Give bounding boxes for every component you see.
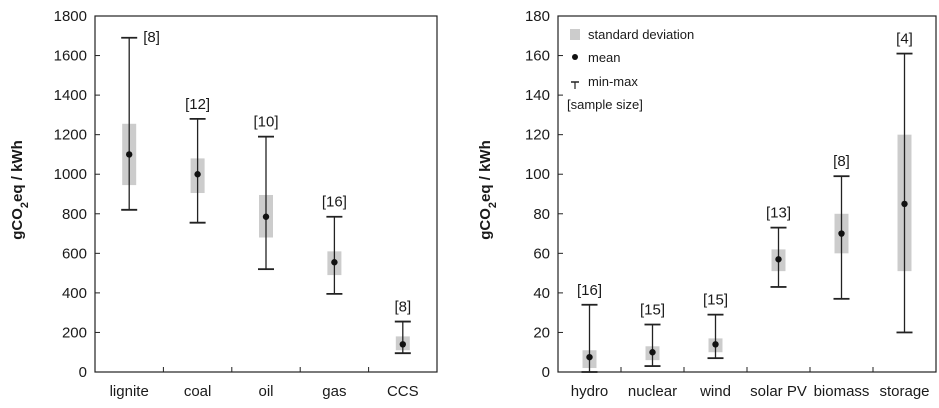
sample-size-label-coal: [12]: [185, 96, 210, 113]
right-y-tick-label: 60: [533, 245, 550, 262]
right-plot-frame: [557, 15, 937, 373]
mean-point-coal: [194, 171, 201, 178]
left-y-tick-label: 800: [62, 206, 87, 223]
mean-point-lignite: [126, 151, 133, 158]
category-label-gas: gas: [322, 383, 346, 400]
right-y-tick-label: 120: [525, 127, 550, 144]
sample-size-label-gas: [16]: [322, 194, 347, 211]
sample-size-label-ccs: [8]: [394, 299, 411, 316]
sample-size-label-lignite: [8]: [143, 29, 160, 46]
sample-size-label-biomass: [8]: [833, 153, 850, 170]
left-y-tick-label: 1200: [54, 127, 87, 144]
right-y-axis-label: gCO2eq / kWh: [477, 140, 499, 239]
mean-point-hydro: [586, 353, 593, 361]
mean-point-oil: [262, 213, 270, 220]
mean-point-wind: [712, 341, 719, 348]
mean-point-ccs: [399, 341, 406, 348]
legend: standard deviation mean min-max [sample …: [567, 27, 694, 112]
sample-size-label-storage: [4]: [896, 31, 913, 48]
left-plot-frame: [94, 15, 438, 373]
category-label-lignite: lignite: [110, 383, 149, 400]
mean-point-storage: [901, 200, 908, 208]
legend-range-label: min-max: [588, 74, 638, 89]
left-y-tick-label: 1800: [54, 8, 87, 25]
category-label-biomass: biomass: [814, 383, 870, 400]
left-y-tick-label: 600: [62, 245, 87, 262]
legend-mean-marker: [572, 54, 578, 60]
category-label-ccs: CCS: [387, 383, 419, 400]
category-label-coal: coal: [184, 383, 212, 400]
right-y-tick-label: 40: [533, 285, 550, 302]
category-label-storage: storage: [879, 383, 929, 400]
sample-size-label-solar-pv: [13]: [766, 205, 791, 222]
right-y-tick-label: 160: [525, 48, 550, 65]
right-y-tick-label: 180: [525, 8, 550, 25]
left-y-tick-label: 200: [62, 324, 87, 341]
mean-point-biomass: [838, 230, 845, 237]
left-y-axis-label: gCO2eq / kWh: [9, 140, 31, 239]
mean-point-nuclear: [649, 349, 656, 356]
left-y-tick-label: 1600: [54, 48, 87, 65]
legend-sample-label: [sample size]: [567, 97, 643, 112]
sample-size-label-oil: [10]: [253, 114, 278, 131]
mean-point-solar-pv: [775, 256, 782, 263]
legend-sd-swatch: [570, 29, 580, 40]
sample-size-label-wind: [15]: [703, 292, 728, 309]
left-y-tick-label: 1400: [54, 87, 87, 104]
left-y-tick-label: 1000: [54, 166, 87, 183]
right-y-tick-label: 100: [525, 166, 550, 183]
right-y-tick-label: 140: [525, 87, 550, 104]
category-label-oil: oil: [258, 383, 273, 400]
right-chart-panel: gCO2eq / kWh 0 20 40 60 80 100 120 140 160 180 [16…: [477, 8, 937, 400]
sample-size-label-nuclear: [15]: [640, 302, 665, 319]
right-y-tick-label: 20: [533, 324, 550, 341]
right-y-tick-label: 0: [542, 364, 550, 381]
sample-size-label-hydro: [16]: [577, 282, 602, 299]
legend-mean-label: mean: [588, 50, 621, 65]
right-y-tick-label: 80: [533, 206, 550, 223]
mean-point-gas: [331, 259, 338, 266]
category-label-solar-pv: solar PV: [750, 383, 807, 400]
left-y-tick-label: 400: [62, 285, 87, 302]
category-label-wind: wind: [699, 383, 731, 400]
legend-range-marker: [571, 81, 579, 89]
category-label-nuclear: nuclear: [628, 383, 677, 400]
left-chart-panel: gCO2eq / kWh 0 200 400 600 800 1000 1200 1400 16…: [9, 8, 438, 400]
category-label-hydro: hydro: [571, 383, 609, 400]
left-y-tick-label: 0: [79, 364, 87, 381]
legend-sd-label: standard deviation: [588, 27, 694, 42]
